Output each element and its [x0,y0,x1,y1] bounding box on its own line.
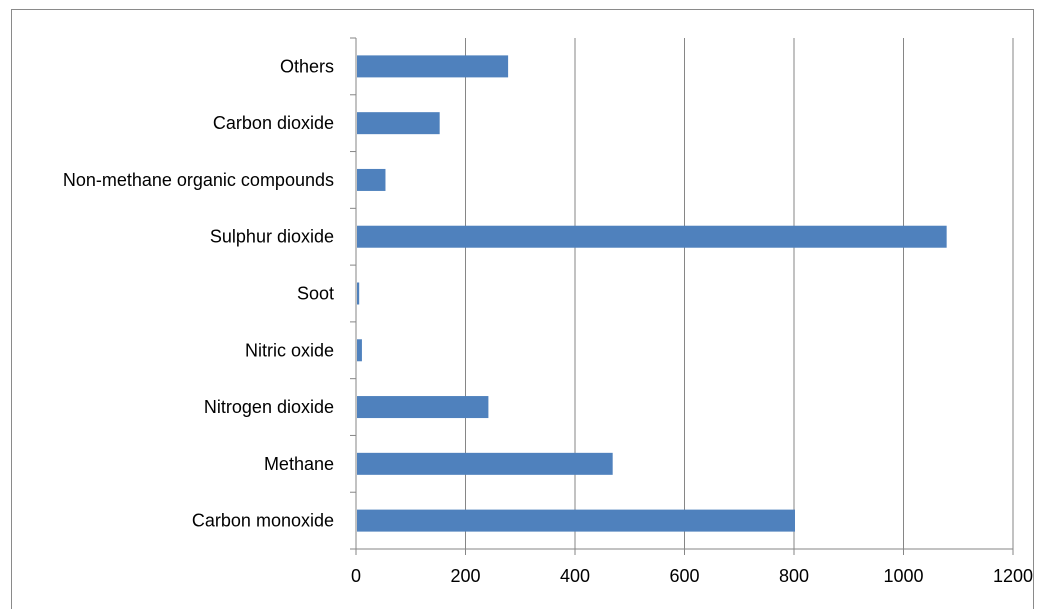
bar [357,112,440,135]
x-tick-label: 1200 [993,566,1033,586]
bar [357,339,362,362]
bar [357,452,613,475]
x-tick-label: 600 [669,566,699,586]
bar [357,168,386,191]
chart-frame [11,9,1034,609]
x-tick-label: 800 [779,566,809,586]
bar [357,509,795,532]
y-category-label: Non-methane organic compounds [63,170,334,190]
bar [357,225,947,248]
x-tick-label: 0 [351,566,361,586]
x-tick-label: 200 [450,566,480,586]
y-category-label: Sulphur dioxide [210,227,334,247]
y-category-label: Soot [297,284,334,304]
x-tick-label: 1000 [883,566,923,586]
y-category-label: Nitrogen dioxide [204,397,334,417]
bar [357,55,509,78]
y-category-label: Nitric oxide [245,340,334,360]
y-category-label: Others [280,56,334,76]
bar [357,282,360,305]
bar [357,396,489,419]
y-category-label: Carbon monoxide [192,511,334,531]
x-tick-label: 400 [560,566,590,586]
y-category-label: Carbon dioxide [213,113,334,133]
y-category-label: Methane [264,454,334,474]
